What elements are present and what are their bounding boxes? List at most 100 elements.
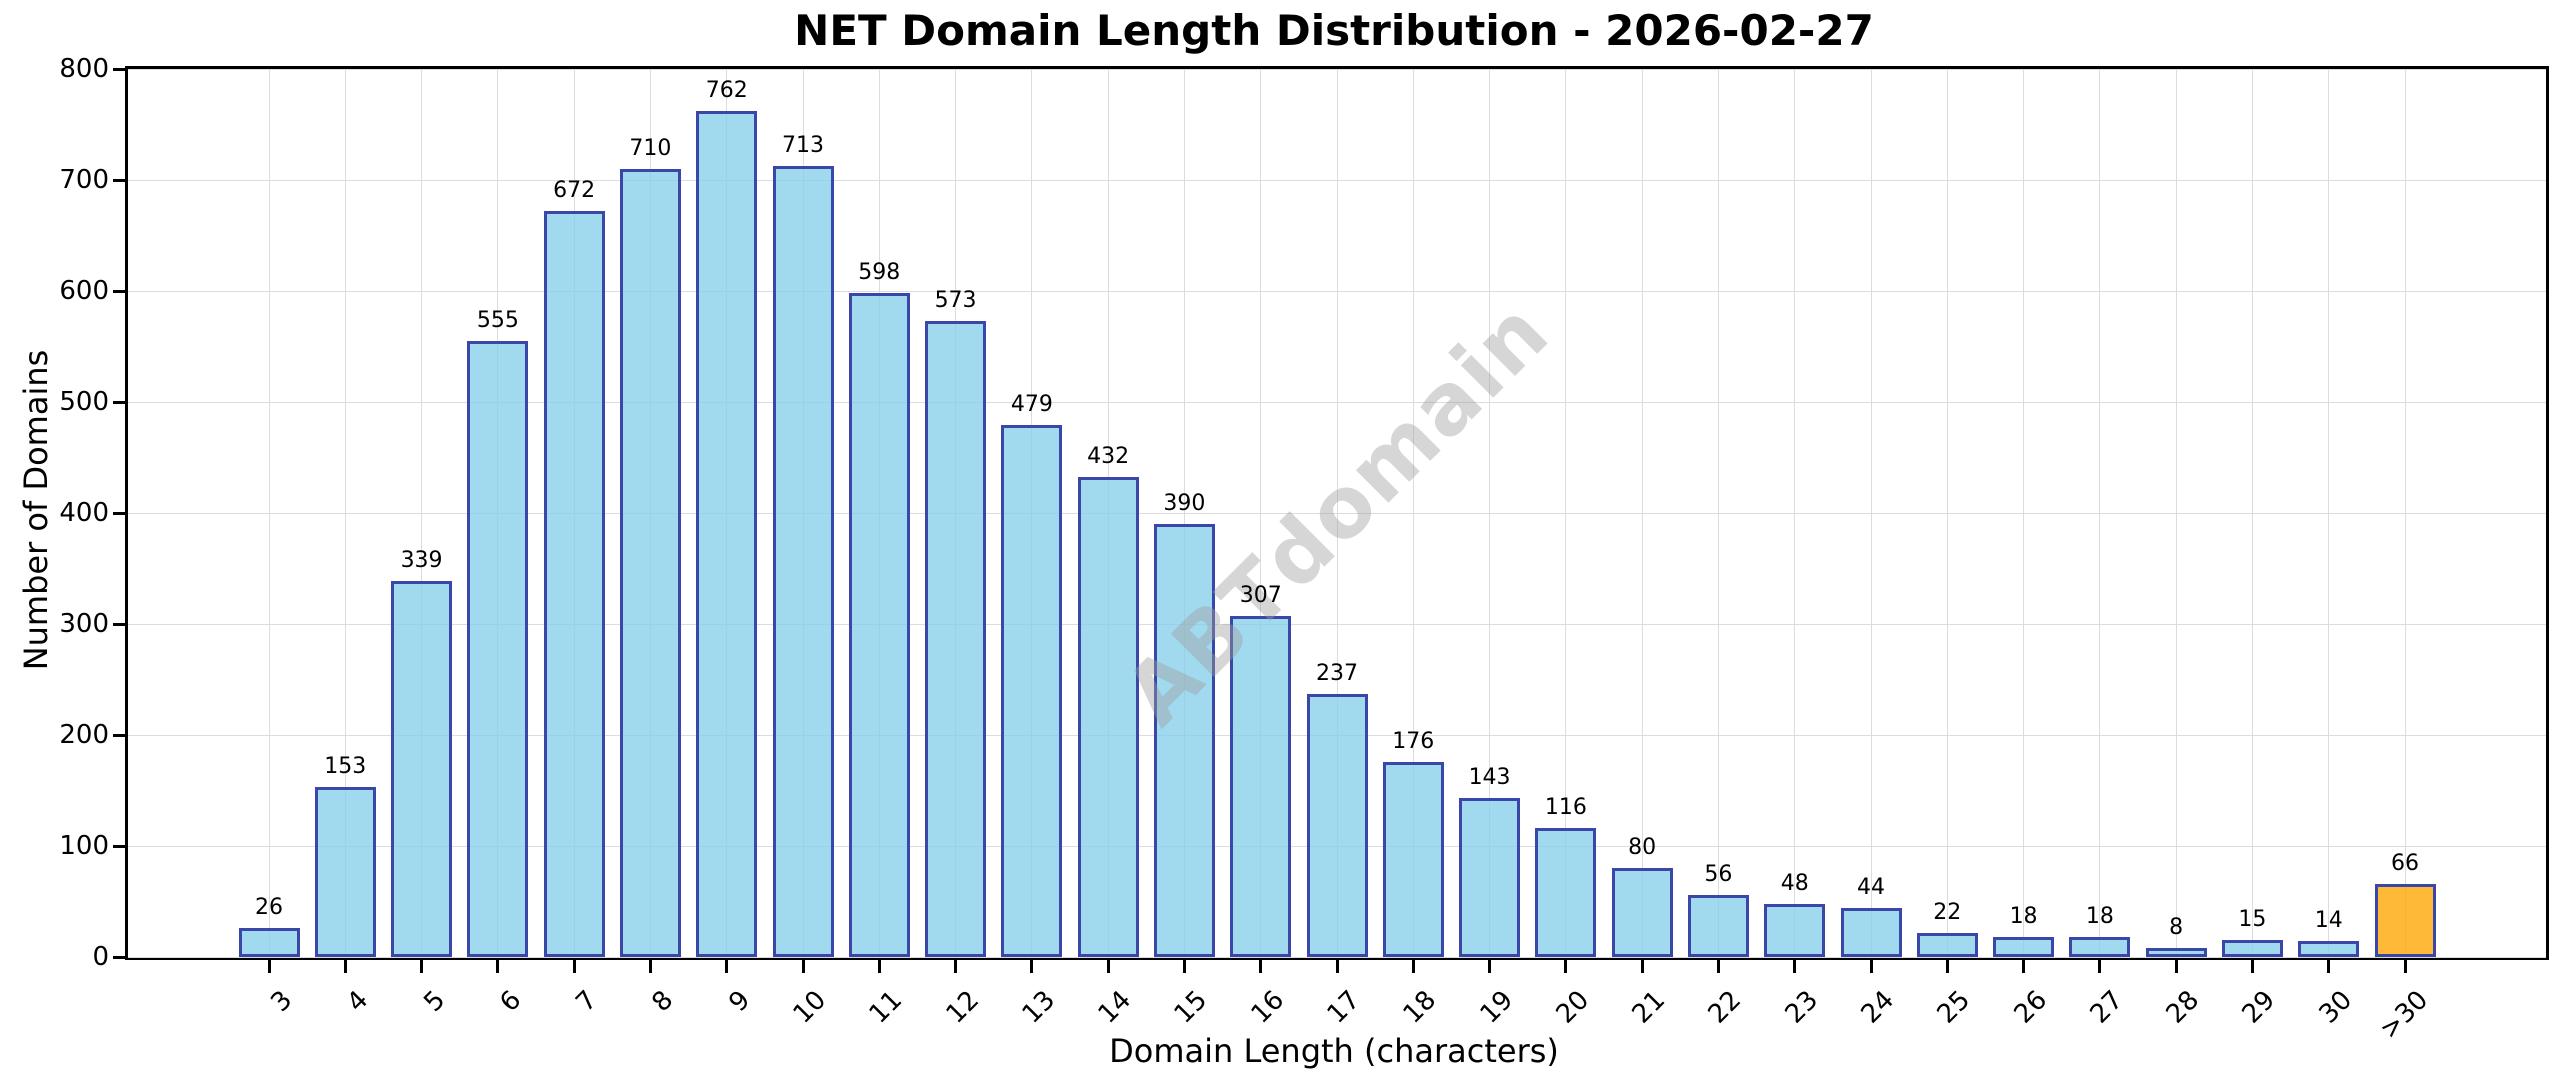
bar-26	[1993, 937, 2055, 957]
x-axis-tick	[1640, 960, 1644, 973]
gridline-v	[2251, 69, 2253, 957]
bar-value-label: 672	[553, 178, 596, 204]
x-axis-tick	[1716, 960, 1720, 973]
gridline-v	[1641, 69, 1643, 957]
x-tick-label: 25	[1931, 985, 1977, 1030]
x-tick-label: 10	[787, 985, 833, 1030]
bar-21	[1611, 868, 1673, 957]
bar-value-label: 22	[1933, 899, 1962, 925]
x-axis-tick	[420, 960, 424, 973]
x-tick-label: 9	[723, 985, 756, 1018]
x-tick-label: 20	[1550, 985, 1596, 1030]
gridline-v	[1565, 69, 1567, 957]
x-tick-label: 12	[940, 985, 985, 1030]
bar-value-label: 143	[1468, 765, 1511, 791]
gridline-v	[1489, 69, 1491, 957]
x-axis-tick	[1182, 960, 1186, 973]
x-axis-tick	[1945, 960, 1949, 973]
bar-value-label: 555	[476, 307, 519, 333]
x-axis-tick	[801, 960, 805, 973]
bar-19	[1459, 798, 1521, 957]
x-tick-label: 8	[646, 985, 680, 1018]
x-tick-label: >30	[2374, 985, 2435, 1046]
bar-6	[467, 340, 529, 957]
bar-value-label: 14	[2314, 908, 2343, 934]
gridline-v	[1336, 69, 1338, 957]
y-tick-label: 500	[59, 387, 109, 417]
plot-area: ABTdomain 0 100 200 300 400 500 600 700 800 26 3 15…	[59, 54, 2549, 1045]
x-axis-tick	[2403, 960, 2407, 973]
y-axis-tick	[113, 622, 125, 626]
y-tick-label: 100	[59, 831, 109, 861]
x-axis-tick	[2098, 960, 2102, 973]
x-axis-tick	[2327, 960, 2331, 973]
bar->30	[2374, 883, 2436, 957]
gridline-v	[1717, 69, 1719, 957]
bar-27	[2069, 937, 2131, 957]
chart-title: NET Domain Length Distribution - 2026-02…	[794, 6, 1874, 55]
bar-16	[1230, 616, 1292, 957]
x-tick-label: 6	[494, 985, 528, 1018]
gridline-v	[1412, 69, 1414, 957]
x-axis-tick	[2250, 960, 2254, 973]
bar-14	[1077, 477, 1139, 957]
bar-30	[2298, 941, 2360, 957]
bar-24	[1840, 908, 1902, 957]
bar-value-label: 432	[1087, 444, 1130, 470]
bar-value-label: 176	[1392, 728, 1435, 754]
x-axis-label: Domain Length (characters)	[1109, 1032, 1559, 1070]
x-tick-label: 22	[1703, 985, 1748, 1030]
x-axis-tick	[1411, 960, 1415, 973]
bar-23	[1764, 903, 1826, 957]
x-axis-tick	[725, 960, 729, 973]
y-axis-tick	[113, 400, 125, 404]
bar-8	[619, 168, 681, 957]
x-tick-label: 14	[1092, 985, 1138, 1030]
x-tick-label: 28	[2160, 985, 2206, 1030]
y-axis-tick	[113, 955, 125, 959]
bar-value-label: 390	[1163, 491, 1206, 517]
x-tick-label: 21	[1626, 985, 1672, 1030]
x-tick-label: 19	[1474, 985, 1519, 1030]
y-axis-tick	[113, 844, 125, 848]
bar-12	[925, 320, 987, 957]
x-axis-tick	[2022, 960, 2026, 973]
bar-value-label: 713	[782, 132, 824, 158]
bar-22	[1687, 894, 1749, 957]
x-axis-tick	[2174, 960, 2178, 973]
bar-7	[543, 211, 605, 957]
x-axis-tick	[572, 960, 576, 973]
bar-value-label: 598	[858, 260, 901, 286]
x-axis-tick	[1793, 960, 1797, 973]
bar-value-label: 237	[1316, 660, 1358, 686]
gridline-v	[1794, 69, 1796, 957]
bar-25	[1916, 932, 1978, 957]
bar-4	[314, 787, 376, 957]
bar-value-label: 80	[1628, 835, 1657, 861]
bar-value-label: 307	[1239, 583, 1282, 609]
x-axis-tick	[1869, 960, 1873, 973]
bar-28	[2145, 948, 2207, 957]
gridline-h	[128, 956, 2546, 958]
y-tick-label: 300	[59, 609, 109, 639]
y-tick-label: 400	[59, 498, 109, 528]
bar-11	[848, 293, 910, 957]
x-axis-tick	[648, 960, 652, 973]
bar-value-label: 66	[2391, 850, 2419, 876]
bar-value-label: 153	[324, 754, 367, 780]
x-tick-label: 23	[1779, 985, 1824, 1030]
x-tick-label: 24	[1855, 985, 1901, 1030]
bar-value-label: 8	[2169, 915, 2184, 941]
x-tick-label: 16	[1245, 985, 1290, 1030]
x-tick-label: 30	[2313, 985, 2358, 1030]
gridline-v	[1183, 69, 1185, 957]
bar-29	[2221, 940, 2283, 957]
x-axis-tick	[1106, 960, 1110, 973]
y-axis-tick	[113, 511, 125, 515]
bar-value-label: 56	[1704, 861, 1733, 887]
gridline-v	[421, 69, 423, 957]
y-axis-tick	[113, 67, 125, 71]
y-axis-tick	[113, 733, 125, 737]
y-axis-tick	[113, 178, 125, 182]
bar-value-label: 339	[400, 547, 443, 573]
